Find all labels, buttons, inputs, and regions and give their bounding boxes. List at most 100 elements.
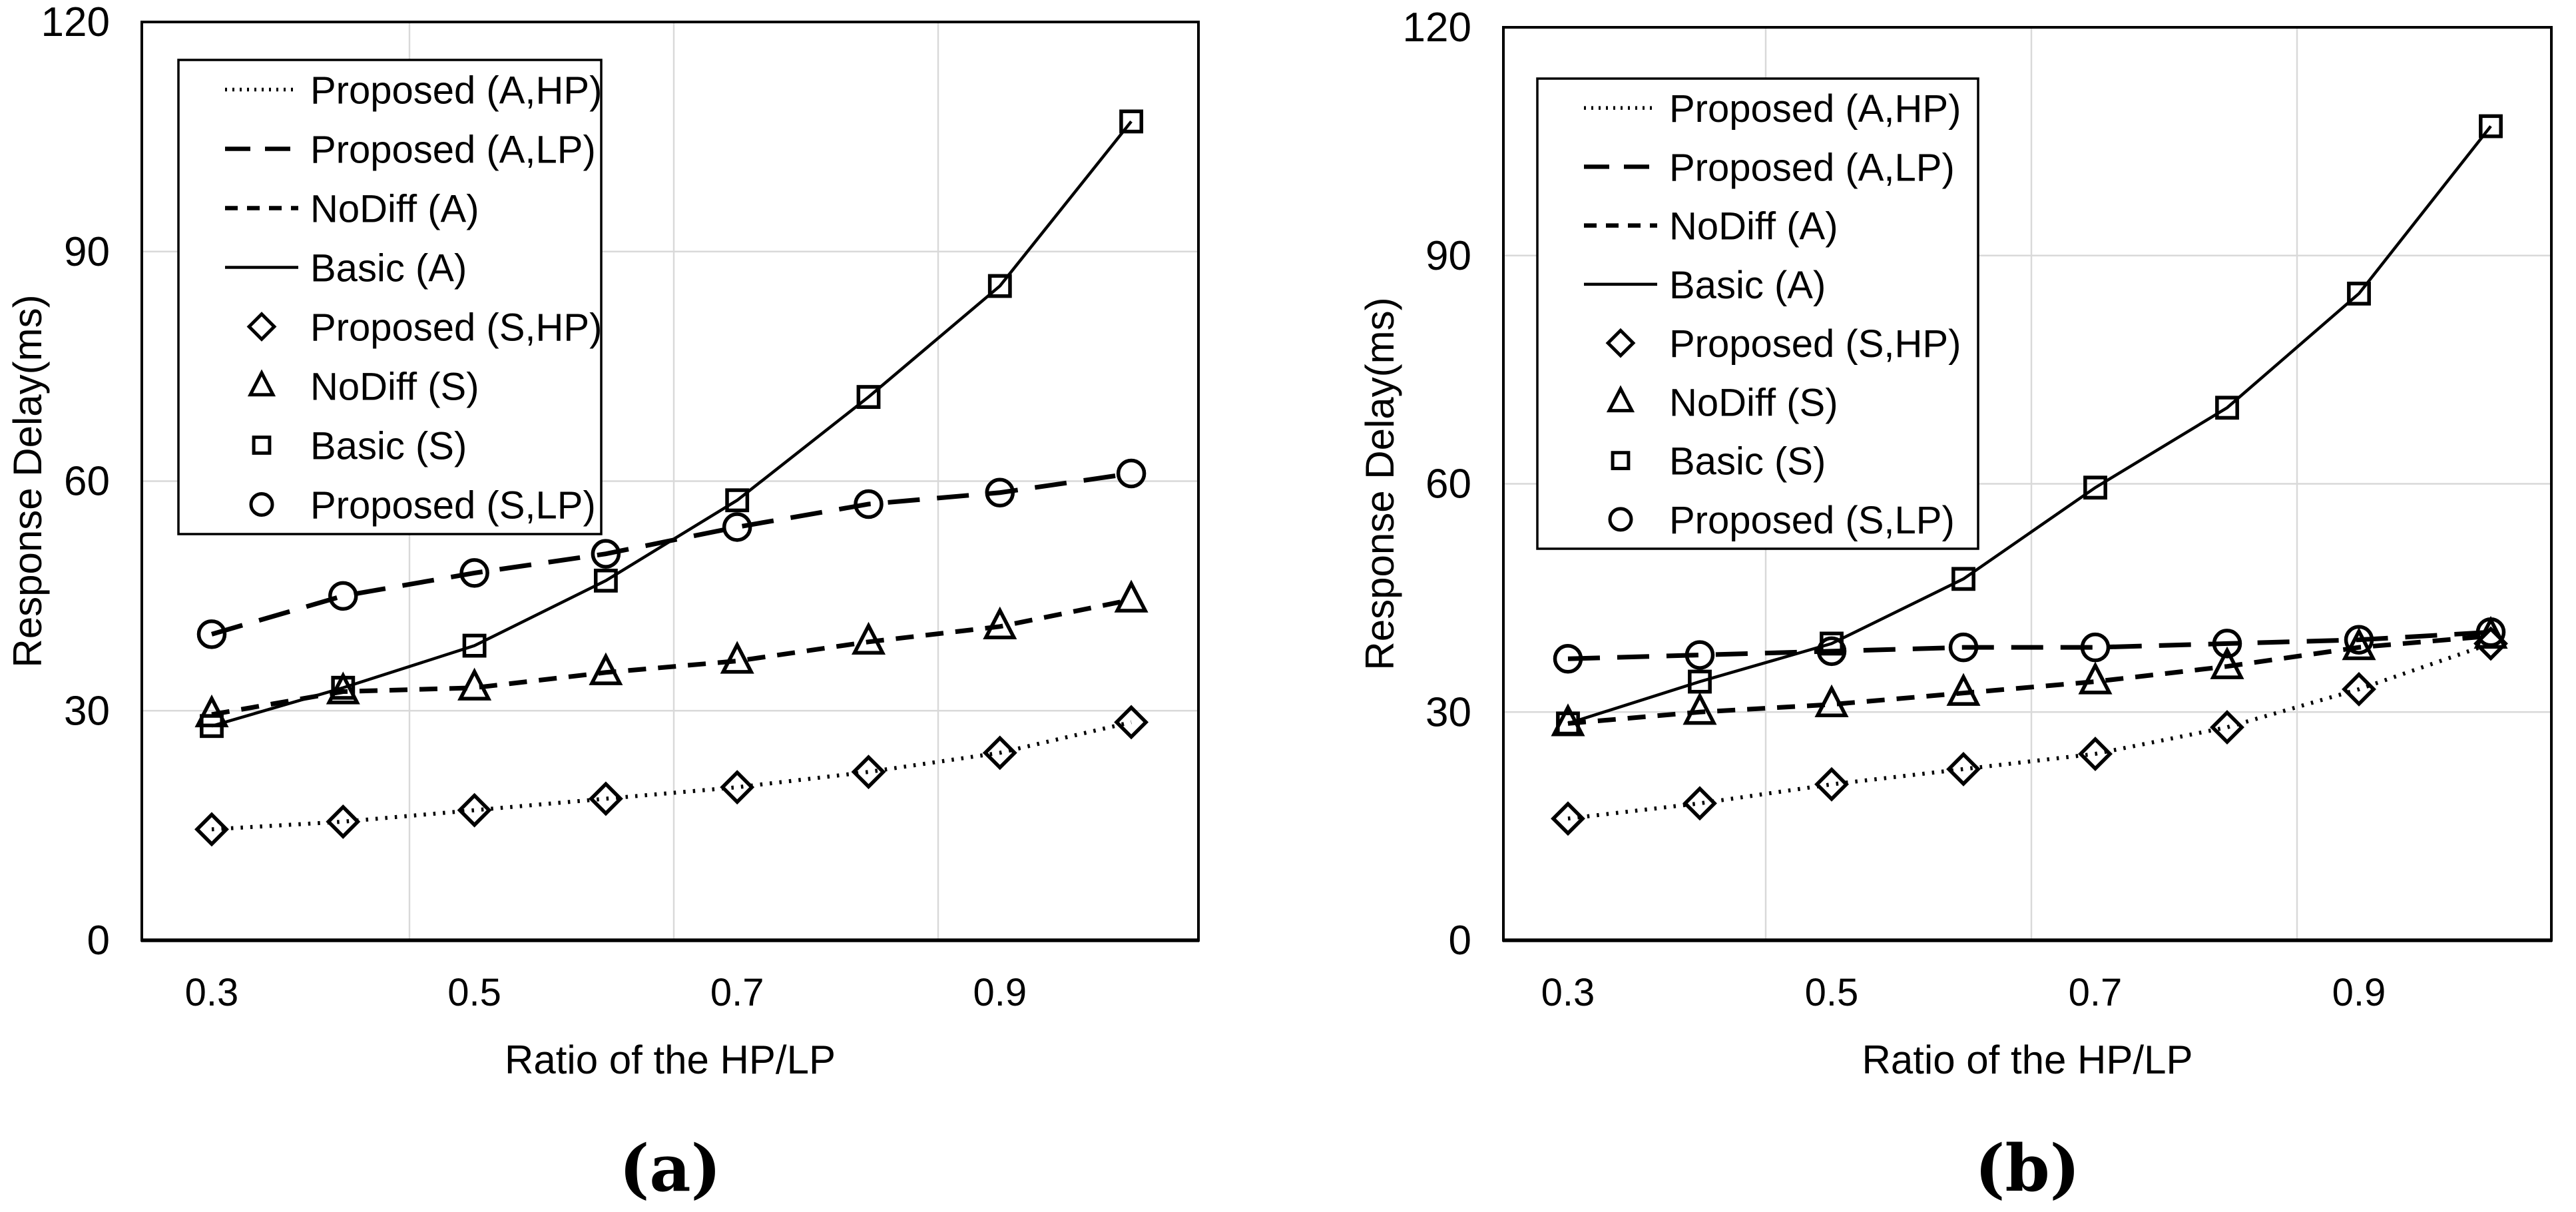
triangle-marker-icon [1814,684,1849,717]
diamond-marker-icon [851,755,886,790]
diamond-marker-icon [246,312,277,342]
chart-b-caption: (b) [1975,1131,2080,1206]
square-marker-icon [1611,451,1631,471]
diamond-marker-icon [588,781,623,816]
square-marker-icon [1951,567,1975,591]
triangle-marker-icon [2473,615,2508,649]
circle-marker-icon [2344,625,2374,655]
triangle-marker-icon [457,667,492,701]
x-tick-label: 0.7 [2069,971,2123,1014]
diamond-marker-icon [194,812,229,847]
square-marker-icon [331,675,356,700]
square-marker-icon [2479,114,2503,139]
legend-label: Basic (A) [310,247,467,290]
circle-marker-icon [1553,644,1583,674]
x-tick-label: 0.9 [973,971,1027,1014]
x-tick-label: 0.3 [185,971,239,1014]
circle-marker-icon [1948,632,1979,663]
diamond-marker-icon [720,770,755,805]
x-axis-title: Ratio of the HP/LP [505,1038,836,1082]
triangle-marker-icon [1682,692,1717,725]
y-tick-label: 30 [1425,689,1471,735]
circle-marker-icon [722,512,752,542]
circle-marker-icon [2212,629,2242,659]
triangle-marker-icon [851,621,886,655]
square-marker-icon [1688,669,1712,694]
diamond-marker-icon [1551,801,1585,836]
diamond-marker-icon [1114,705,1149,740]
legend-label: Basic (S) [310,425,467,468]
square-marker-icon [200,714,224,739]
circle-marker-icon [854,489,884,519]
y-tick-label: 30 [64,688,110,734]
square-marker-icon [856,385,881,410]
circle-marker-icon [249,492,274,517]
legend-label: NoDiff (S) [1669,381,1838,424]
diamond-marker-icon [1682,786,1717,821]
triangle-marker-icon [2078,661,2113,695]
legend-label: NoDiff (A) [1669,205,1838,248]
triangle-marker-icon [1946,673,1981,706]
y-axis-title: Response Delay(ms) [1358,297,1402,670]
x-axis-title: Ratio of the HP/LP [1862,1038,2193,1082]
triangle-marker-icon [247,369,276,397]
legend-label: NoDiff (A) [310,188,479,231]
circle-marker-icon [2080,632,2111,663]
square-marker-icon [1556,711,1580,736]
chart-a-caption: (a) [619,1131,722,1206]
diamond-marker-icon [326,804,361,839]
square-marker-icon [2215,396,2239,420]
y-tick-label: 0 [87,918,110,964]
square-marker-icon [2083,475,2107,500]
y-tick-label: 0 [1449,918,1471,964]
x-tick-label: 0.7 [710,971,764,1014]
circle-marker-icon [1684,640,1715,670]
series-line-square [211,120,1133,728]
series-line-triangle [211,597,1132,717]
legend-label: Basic (A) [1669,264,1826,307]
y-tick-label: 60 [64,459,110,505]
x-tick-label: 0.3 [1541,971,1595,1014]
diamond-marker-icon [982,735,1017,770]
square-marker-icon [987,274,1012,298]
circle-marker-icon [591,539,621,569]
legend-label: Proposed (A,LP) [1669,146,1955,189]
triangle-marker-icon [1114,579,1149,613]
legend-label: Proposed (A,LP) [310,129,596,172]
series-line-diamond [1567,641,2491,821]
series-line-triangle [1567,633,2491,726]
legend-label: Proposed (S,LP) [310,484,596,527]
triangle-marker-icon [326,671,360,705]
diamond-marker-icon [1605,328,1636,358]
series-line-circle [1567,629,2491,661]
diamond-marker-icon [2342,672,2376,707]
circle-marker-icon [328,581,358,611]
square-marker-icon [252,436,272,455]
y-tick-label: 60 [1425,461,1471,507]
triangle-marker-icon [1606,385,1635,413]
y-tick-label: 90 [64,229,110,275]
legend-box [177,59,603,535]
y-tick-label: 120 [1403,5,1471,51]
legend-label: Proposed (A,HP) [1669,87,1961,131]
square-marker-icon [1820,631,1844,656]
x-tick-label: 0.9 [2332,971,2386,1014]
chart-b: 0 30 60 90 120 0.3 0.5 0.7 0.9 Ratio of the HP/LP… [1288,0,2576,1210]
square-marker-icon [2347,281,2371,306]
y-axis-title: Response Delay(ms) [5,294,50,667]
triangle-marker-icon [983,606,1017,639]
triangle-marker-icon [194,694,229,728]
square-marker-icon [725,488,750,513]
triangle-marker-icon [589,652,623,685]
legend-label: Basic (S) [1669,440,1826,483]
legend-label: Proposed (S,HP) [1669,322,1961,366]
square-marker-icon [1119,109,1144,134]
legend-label: Proposed (S,HP) [310,306,602,350]
x-tick-label: 0.5 [1805,971,1859,1014]
legend-label: Proposed (A,HP) [310,69,602,113]
chart-b-plot-area: 0 30 60 90 120 0.3 0.5 0.7 0.9 Ratio of the HP/LP… [1358,5,2553,1082]
square-marker-icon [593,568,618,593]
series-line-square [1567,125,2492,725]
diamond-marker-icon [2078,737,2113,772]
